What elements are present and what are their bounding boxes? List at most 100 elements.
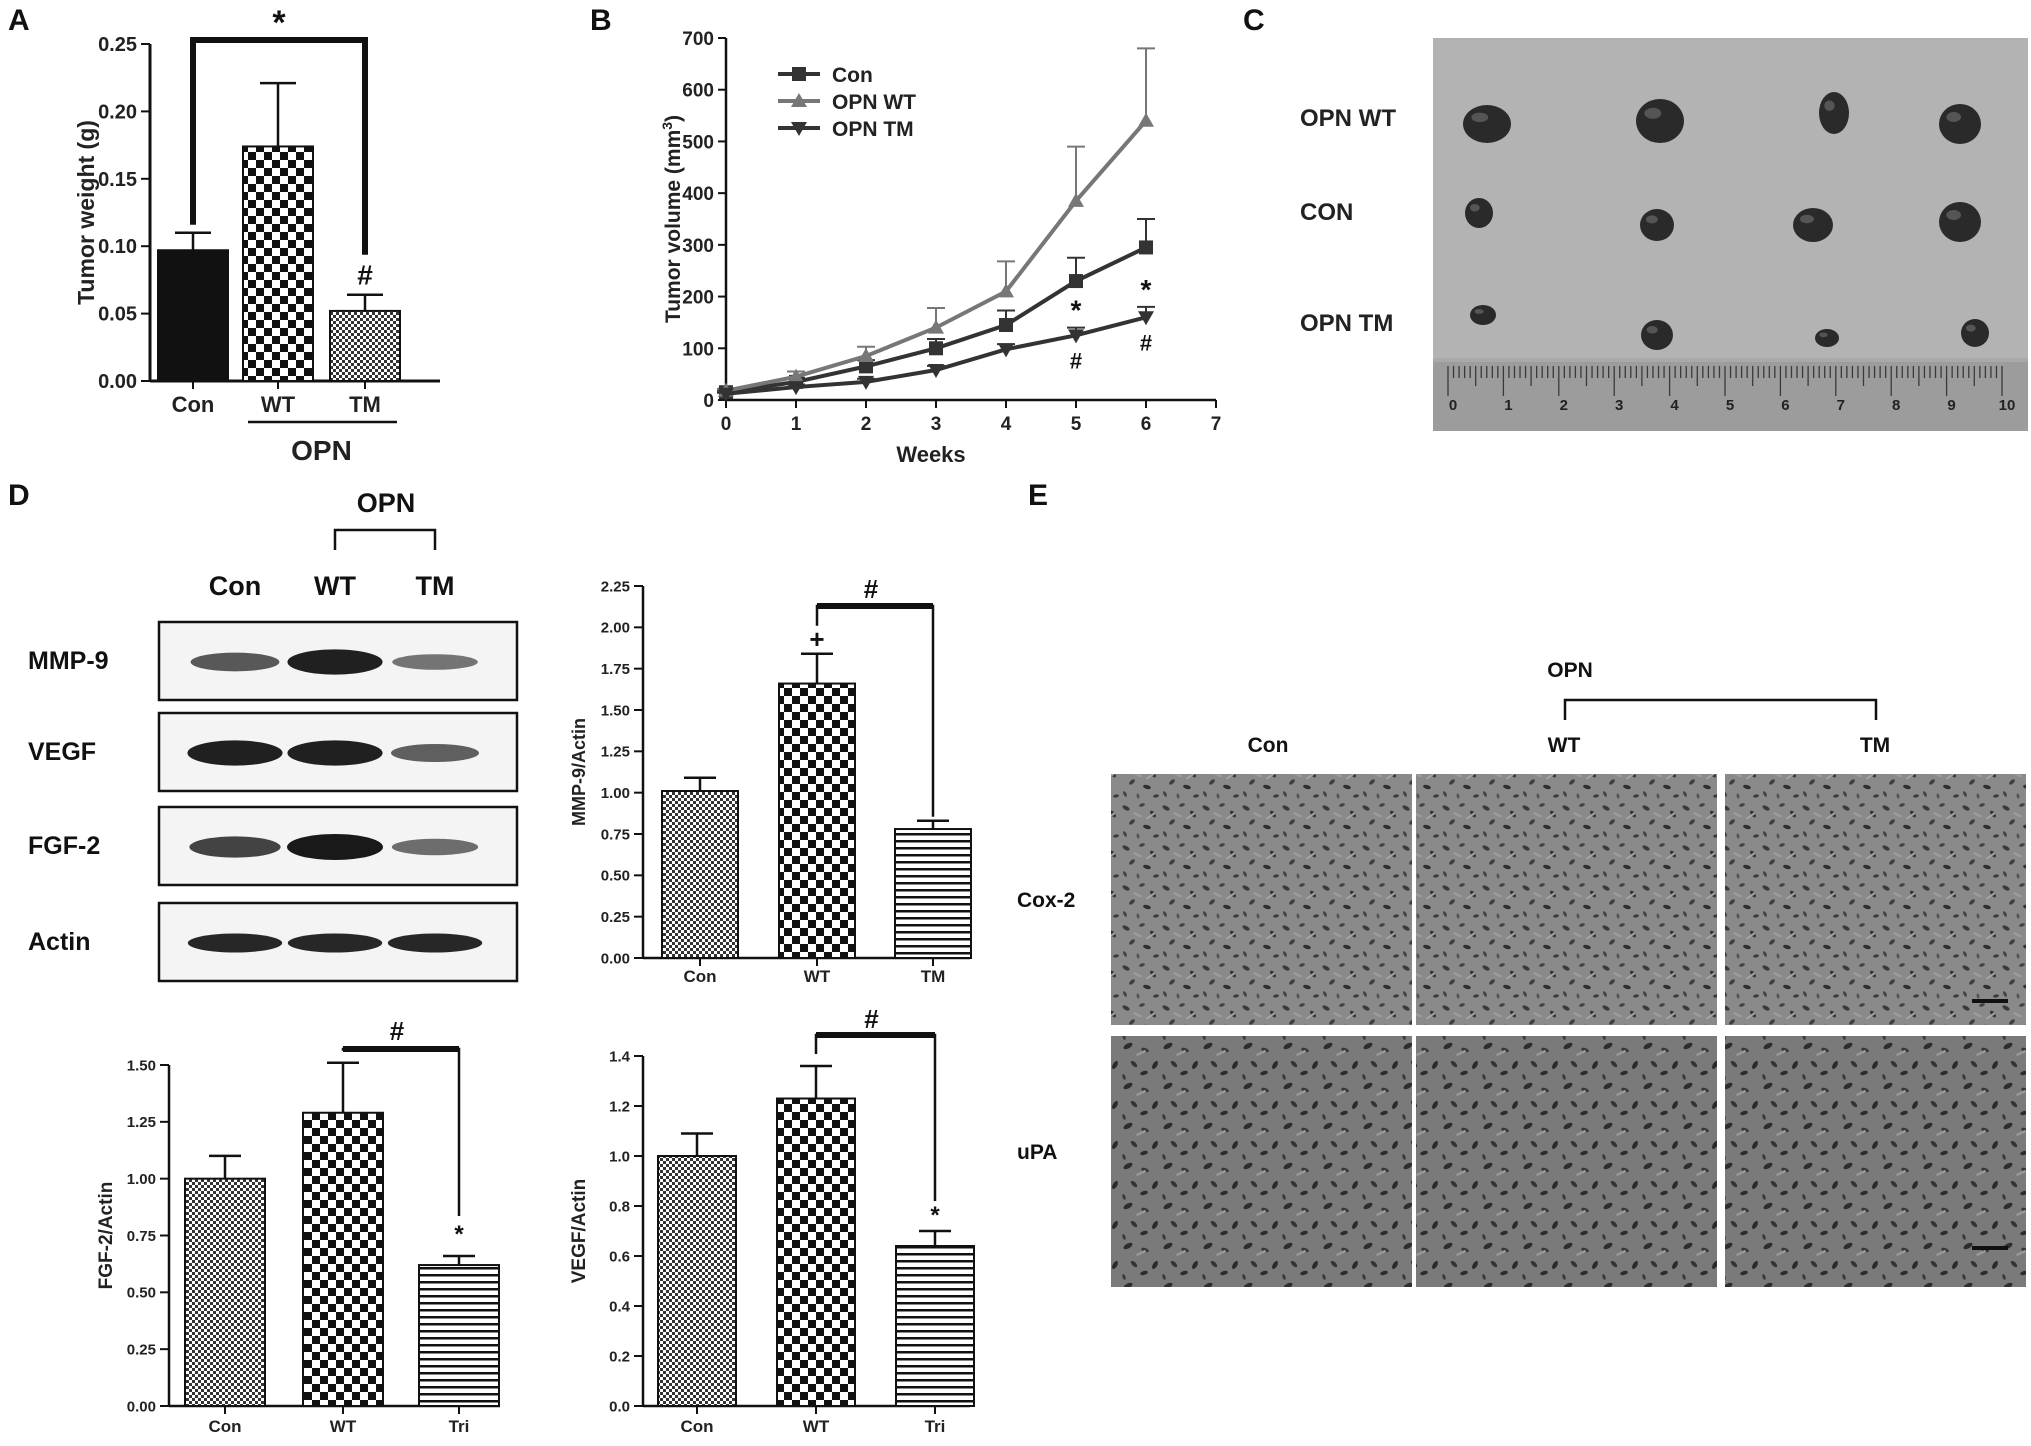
histology-group-label: OPN xyxy=(1547,659,1593,682)
significance-star: * xyxy=(930,1202,940,1229)
tumor-specimen xyxy=(1819,92,1849,134)
legend-label: OPN TM xyxy=(832,118,914,141)
y-tick-label: 300 xyxy=(682,236,714,257)
hash-mark: # xyxy=(357,260,373,291)
y-tick-label: 1.00 xyxy=(601,785,630,802)
legend-marker xyxy=(791,122,807,136)
tumor-specimen xyxy=(1961,319,1989,347)
tumor-highlight xyxy=(1471,112,1489,123)
y-tick-label: 0.0 xyxy=(609,1398,630,1415)
x-tick-label: WT xyxy=(261,392,296,417)
hash-mark: # xyxy=(1140,330,1152,355)
tumor-specimen xyxy=(1463,105,1511,143)
blot-band xyxy=(287,834,383,860)
y-tick-label: 1.0 xyxy=(609,1148,630,1165)
photo-background xyxy=(1433,38,2028,358)
tumor-highlight xyxy=(1474,309,1484,314)
y-tick-label: 0.20 xyxy=(98,101,137,123)
data-point xyxy=(998,283,1014,298)
tumor-specimen xyxy=(1815,329,1839,347)
blot-row-label: FGF-2 xyxy=(28,832,100,860)
legend-marker xyxy=(791,93,807,107)
y-tick-label: 1.4 xyxy=(609,1048,631,1065)
tumor-highlight xyxy=(1819,332,1828,338)
x-tick-label: Tri xyxy=(449,1417,470,1436)
tumor-specimen xyxy=(1793,208,1833,242)
histology-image xyxy=(1723,772,2028,1027)
y-tick-label: 0.4 xyxy=(609,1298,631,1315)
y-axis-label: Tumor volume (mm3) xyxy=(659,115,685,323)
y-tick-label: 0.00 xyxy=(601,950,630,967)
y-tick-label: 1.2 xyxy=(609,1098,630,1115)
x-tick-label: 6 xyxy=(1141,414,1152,435)
ruler-number: 9 xyxy=(1947,397,1955,414)
tumor-highlight xyxy=(1645,215,1658,224)
plus-mark: + xyxy=(809,624,824,654)
x-tick-label: TM xyxy=(921,967,946,986)
ruler-number: 6 xyxy=(1781,397,1789,414)
y-axis-label: FGF-2/Actin xyxy=(96,1182,117,1290)
bar-con xyxy=(657,1155,737,1407)
tumor-highlight xyxy=(1946,112,1962,122)
y-tick-label: 0.6 xyxy=(609,1248,630,1265)
data-point xyxy=(788,368,804,383)
tumor-specimen xyxy=(1636,99,1684,143)
y-axis-label: VEGF/Actin xyxy=(569,1179,590,1284)
y-tick-label: 0.05 xyxy=(98,304,137,326)
histology-image xyxy=(1109,1034,1414,1289)
y-tick-label: 1.25 xyxy=(601,744,630,761)
group-label: OPN xyxy=(291,435,352,466)
y-tick-label: 1.50 xyxy=(127,1057,156,1074)
bar-tri xyxy=(895,1245,975,1407)
blot-band xyxy=(392,654,478,670)
tumor-specimen xyxy=(1939,202,1981,242)
photo-row-label: OPN WT xyxy=(1300,105,1396,132)
bar-wt xyxy=(776,1097,856,1407)
data-point xyxy=(718,387,734,402)
y-axis-label: Tumor weight (g) xyxy=(73,120,99,305)
y-tick-label: 1.50 xyxy=(601,702,630,719)
tumor-specimen xyxy=(1640,209,1674,241)
y-tick-label: 0 xyxy=(703,391,714,412)
x-tick-label: 1 xyxy=(791,414,802,435)
y-tick-label: 0.25 xyxy=(601,909,630,926)
hash-mark: # xyxy=(1070,348,1082,373)
y-tick-label: 0.75 xyxy=(601,826,630,843)
x-tick-label: 7 xyxy=(1211,414,1222,435)
tumor-specimen xyxy=(1939,104,1981,144)
data-point xyxy=(1138,311,1154,326)
x-tick-label: 3 xyxy=(931,414,942,435)
x-tick-label: TM xyxy=(349,392,381,417)
legend-marker xyxy=(792,67,806,81)
x-tick-label: 2 xyxy=(861,414,872,435)
y-tick-label: 1.00 xyxy=(127,1171,156,1188)
blot-lane-label: Con xyxy=(209,571,261,601)
panel-label-b: B xyxy=(590,4,612,37)
blot-group-bracket xyxy=(333,528,437,550)
ruler-number: 1 xyxy=(1504,397,1512,414)
panel-label-a: A xyxy=(8,4,30,37)
tumor-specimen xyxy=(1470,305,1496,325)
y-tick-label: 600 xyxy=(682,81,714,102)
x-tick-label: Con xyxy=(172,392,215,417)
y-tick-label: 0.10 xyxy=(98,236,137,258)
x-tick-label: Con xyxy=(208,1417,241,1436)
bar-wt xyxy=(778,682,856,960)
data-point xyxy=(1068,329,1084,344)
blot-band xyxy=(287,933,383,953)
tumor-highlight xyxy=(1644,107,1662,119)
ruler-number: 2 xyxy=(1560,397,1568,414)
ruler-number: 3 xyxy=(1615,397,1623,414)
bar-wt xyxy=(242,145,314,382)
blot-band xyxy=(187,740,283,766)
x-tick-label: 4 xyxy=(1001,414,1012,435)
hash-mark: # xyxy=(864,1004,879,1034)
x-axis-label: Weeks xyxy=(896,442,965,467)
blot-band xyxy=(187,933,283,953)
data-point xyxy=(859,359,873,374)
blot-band xyxy=(387,933,483,953)
legend-label: Con xyxy=(832,64,873,87)
significance-star: * xyxy=(1141,274,1152,305)
y-tick-label: 0.8 xyxy=(609,1198,630,1215)
data-point xyxy=(1068,192,1084,207)
